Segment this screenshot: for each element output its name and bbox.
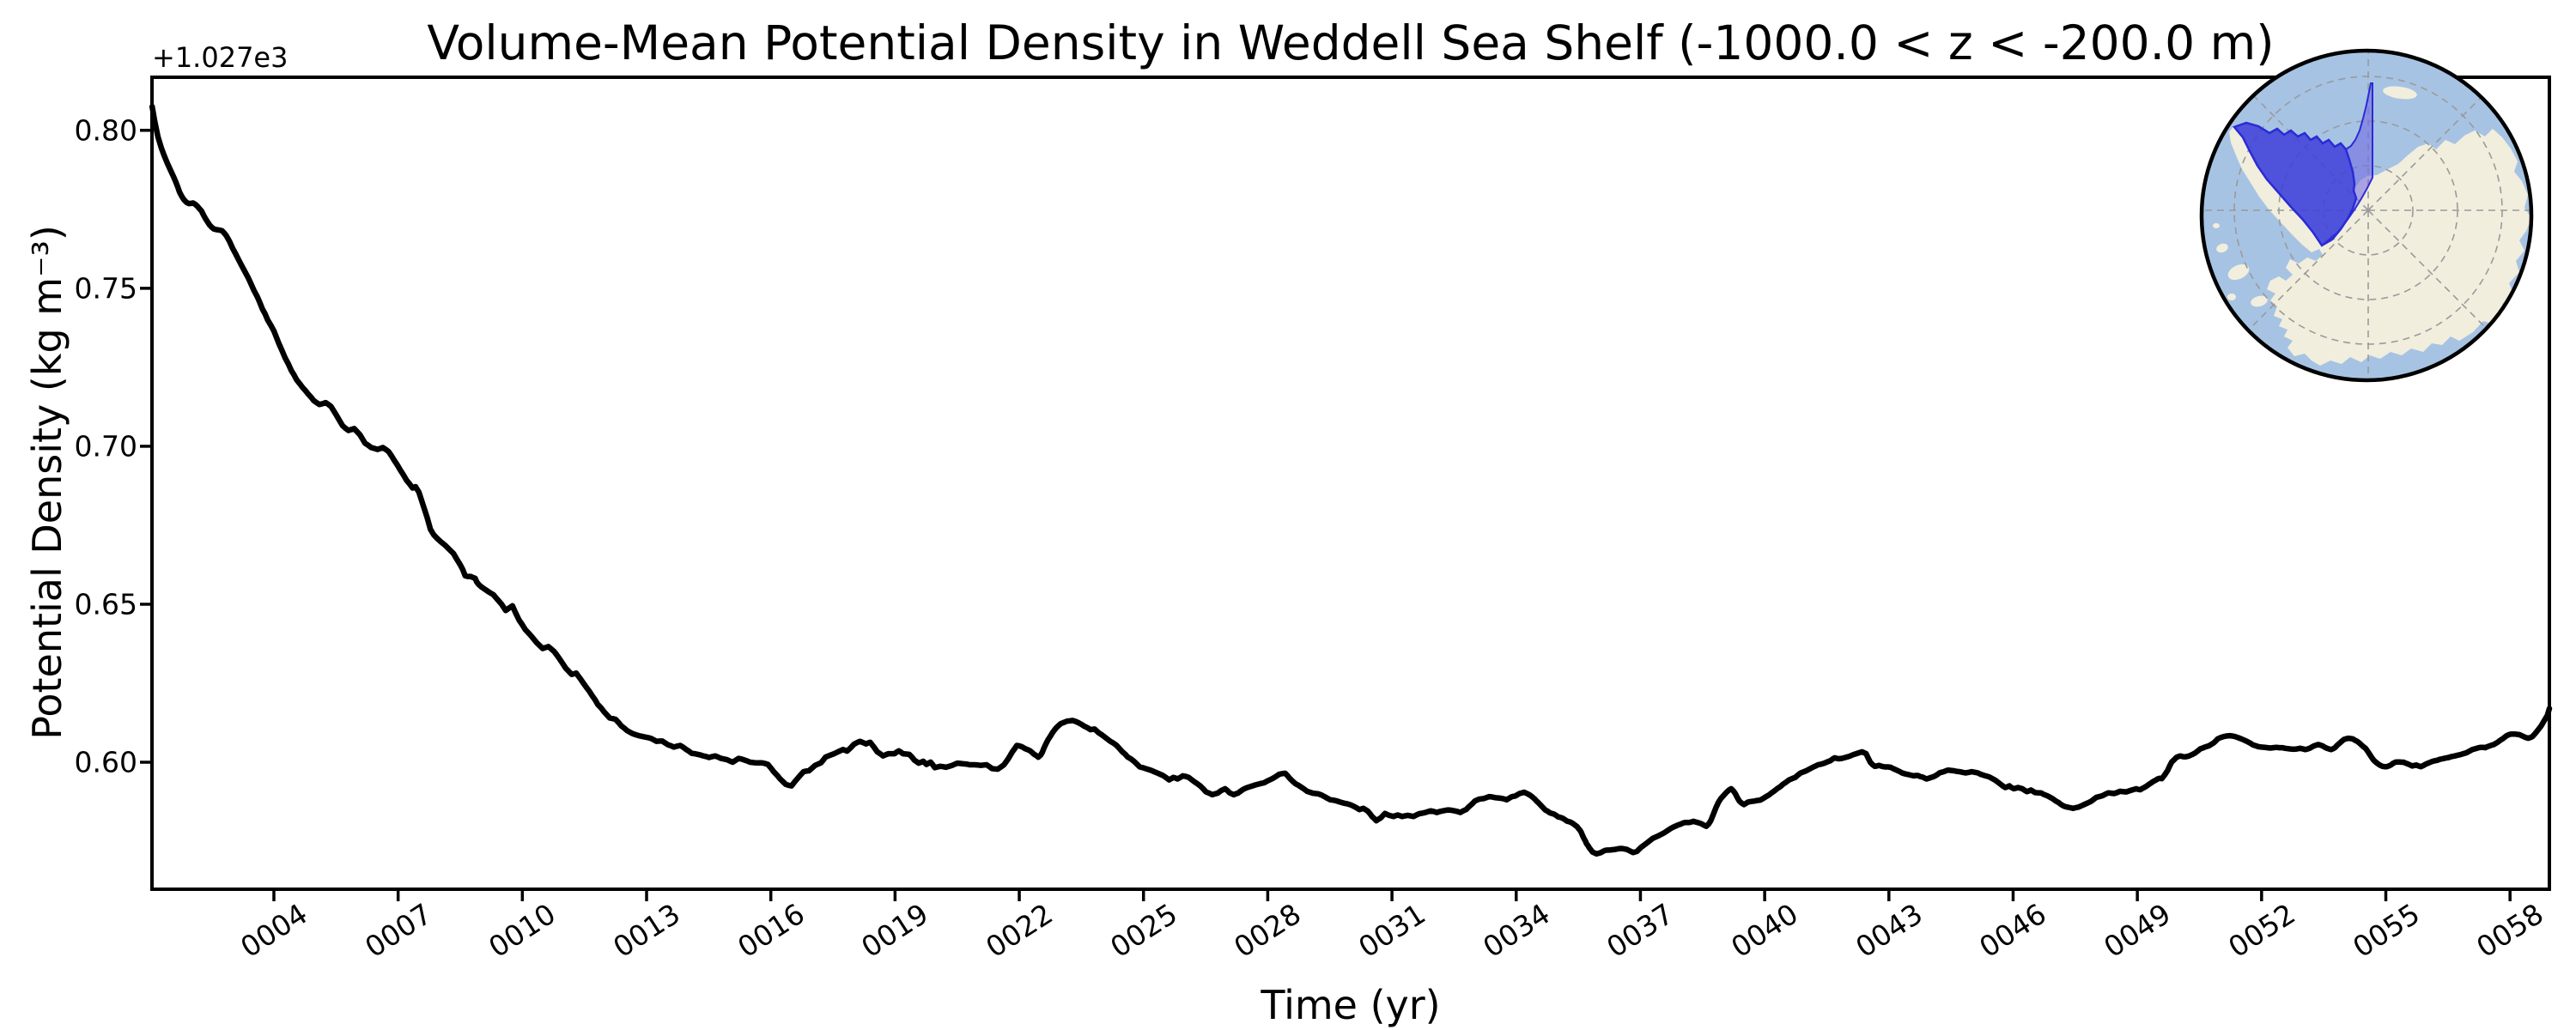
- axes: [140, 76, 2553, 901]
- antarctica-landmass: [2229, 125, 2531, 366]
- y-axis-offset-label: +1.027e3: [152, 41, 289, 74]
- region-weddell-shelf-dark: [2232, 121, 2358, 247]
- map-border: [2199, 48, 2534, 383]
- y-tick-label: 0.65: [74, 587, 137, 621]
- y-tick-label: 0.80: [74, 113, 137, 148]
- density-line: [149, 103, 2553, 857]
- x-tick-marks: [272, 889, 2512, 901]
- plot-border: [150, 76, 2551, 891]
- inset-map: [2199, 48, 2534, 383]
- y-tick-marks: [140, 129, 152, 764]
- y-tick-label: 0.70: [74, 429, 137, 464]
- chart-title: Volume-Mean Potential Density in Weddell…: [427, 15, 2275, 70]
- y-tick-label: 0.75: [74, 271, 137, 306]
- y-tick-label: 0.60: [74, 745, 137, 779]
- x-axis-label: Time (yr): [1261, 982, 1441, 1028]
